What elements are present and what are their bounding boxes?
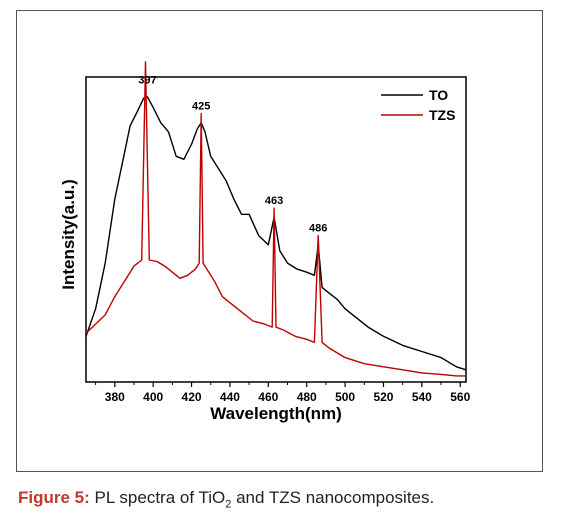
pl-spectra-chart: 380 400 420 440 460 480 500 520 540 560 Wavelength…: [59, 61, 471, 423]
peak-label-463: 463: [265, 195, 283, 207]
legend-label-to: TO: [429, 87, 448, 103]
plot-area: 380 400 420 440 460 480 500 520 540 560 Wavelength…: [59, 61, 471, 423]
plot-border: [85, 76, 467, 383]
caption-subscript: 2: [225, 498, 232, 511]
x-tick-label-480: 480: [297, 390, 317, 404]
x-tick-label-440: 440: [220, 390, 240, 404]
series-line-to: [85, 96, 467, 371]
caption-text-post: and TZS nanocomposites.: [231, 488, 435, 507]
caption-text-pre: PL spectra of TiO: [89, 488, 226, 507]
x-tick-label-460: 460: [258, 390, 278, 404]
peak-label-397: 397: [138, 75, 156, 87]
x-tick-label-400: 400: [143, 390, 163, 404]
peak-label-425: 425: [192, 101, 210, 113]
x-tick-label-500: 500: [335, 390, 355, 404]
y-axis-title: Intensity(a.u.): [59, 179, 78, 290]
legend-label-tzs: TZS: [429, 107, 455, 123]
figure-caption: Figure 5: PL spectra of TiO2 and TZS nan…: [18, 488, 434, 510]
x-tick-label-540: 540: [412, 390, 432, 404]
caption-label: Figure 5:: [18, 488, 90, 507]
peak-label-486: 486: [309, 223, 327, 235]
x-tick-label-560: 560: [450, 390, 470, 404]
x-tick-label-520: 520: [373, 390, 393, 404]
x-tick-label-380: 380: [105, 390, 125, 404]
x-tick-label-420: 420: [182, 390, 202, 404]
series-line-tzs: [85, 61, 466, 377]
x-axis-title: Wavelength(nm): [210, 404, 342, 423]
figure-frame: 380 400 420 440 460 480 500 520 540 560 Wavelength…: [16, 10, 543, 472]
